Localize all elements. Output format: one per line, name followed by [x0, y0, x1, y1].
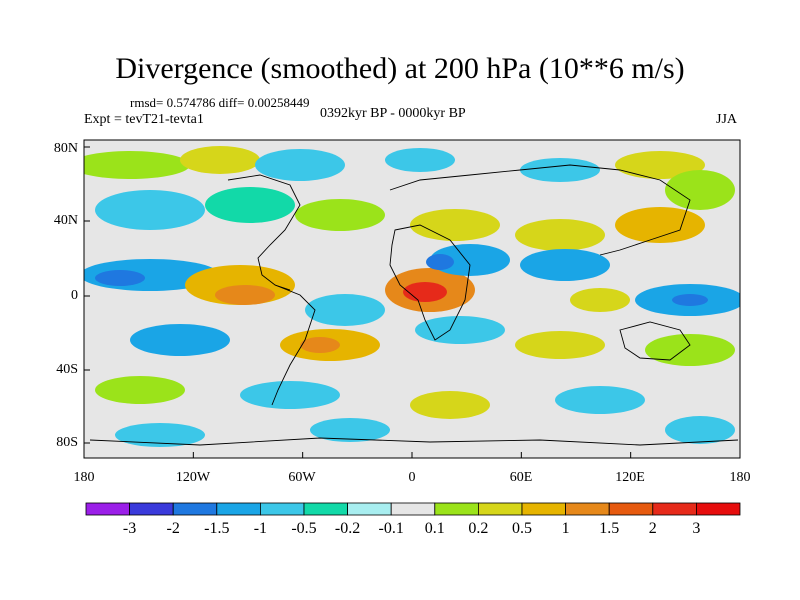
lon-label-60e: 60E — [509, 470, 533, 485]
time-period-label: 0392kyr BP - 0000kyr BP — [320, 106, 466, 121]
lon-label-180w: 180 — [73, 470, 95, 485]
colorbar-label: 3 — [692, 520, 701, 537]
lon-label-120e: 120E — [615, 470, 645, 485]
colorbar-label: 1 — [561, 520, 570, 537]
season-label: JJA — [716, 112, 738, 127]
colorbar-label: -1.5 — [204, 520, 230, 537]
colorbar-label: -0.1 — [378, 520, 404, 537]
lat-label-40s: 40S — [56, 362, 78, 377]
colorbar-swatch — [259, 502, 305, 516]
colorbar — [85, 502, 741, 516]
colorbar-swatch — [390, 502, 436, 516]
lat-label-80n: 80N — [53, 141, 78, 156]
colorbar-label: 0.1 — [424, 520, 445, 537]
colorbar-swatch — [434, 502, 479, 516]
colorbar-label: -2 — [166, 520, 180, 537]
colorbar-swatch — [477, 502, 523, 516]
colorbar-swatch — [172, 502, 218, 516]
lat-label-eq: 0 — [71, 288, 78, 303]
colorbar-label: -0.5 — [291, 520, 317, 537]
colorbar-label: 0.5 — [512, 520, 532, 537]
colorbar-swatch — [521, 502, 566, 516]
colorbar-swatch — [652, 502, 697, 516]
colorbar-swatch — [608, 502, 654, 516]
divergence-field — [84, 140, 740, 458]
lon-label-60w: 60W — [288, 470, 316, 485]
coastlines — [89, 164, 739, 446]
lon-label-0: 0 — [408, 470, 416, 485]
plot-title: Divergence (smoothed) at 200 hPa (10**6 … — [115, 52, 685, 85]
experiment-label: Expt = tevT21-tevta1 — [84, 112, 204, 127]
lon-label-120w: 120W — [175, 470, 211, 485]
colorbar-swatch — [565, 502, 610, 516]
colorbar-swatch — [85, 502, 130, 516]
colorbar-label: 0.2 — [468, 520, 489, 537]
colorbar-swatch — [216, 502, 261, 516]
axis-ticks — [83, 146, 741, 458]
lat-label-40n: 40N — [53, 213, 78, 228]
colorbar-swatch — [347, 502, 392, 516]
lon-label-180e: 180 — [729, 470, 751, 485]
colorbar-swatch — [696, 502, 741, 516]
rmsd-diff-stats: rmsd= 0.574786 diff= 0.00258449 — [130, 95, 310, 110]
colorbar-swatch — [303, 502, 348, 516]
colorbar-label: 1.5 — [599, 520, 620, 537]
colorbar-label: -1 — [253, 520, 268, 537]
colorbar-label: -3 — [122, 520, 137, 537]
colorbar-swatch — [129, 502, 174, 516]
colorbar-label: 2 — [648, 520, 657, 537]
colorbar-label: -0.2 — [334, 520, 361, 537]
lat-label-80s: 80S — [56, 435, 78, 450]
